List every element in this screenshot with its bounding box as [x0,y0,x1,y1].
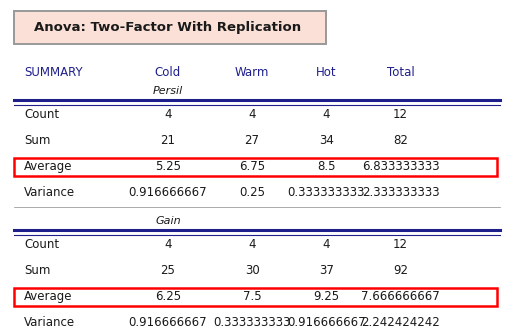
Text: 0.333333333: 0.333333333 [213,316,290,329]
Text: Average: Average [24,290,73,303]
Text: 0.916666667: 0.916666667 [286,316,365,329]
Text: 4: 4 [248,108,256,121]
Text: 30: 30 [244,264,259,277]
Text: 0.25: 0.25 [239,186,265,199]
Text: Total: Total [386,66,414,79]
Text: 4: 4 [164,108,171,121]
Text: 4: 4 [164,238,171,251]
Text: Hot: Hot [316,66,336,79]
Text: 8.5: 8.5 [317,160,335,173]
Text: 4: 4 [248,238,256,251]
Text: Count: Count [24,238,59,251]
Text: 92: 92 [392,264,408,277]
FancyBboxPatch shape [14,11,326,44]
Text: Average: Average [24,160,73,173]
Text: Persil: Persil [153,86,183,96]
Text: Sum: Sum [24,264,50,277]
Text: 6.833333333: 6.833333333 [361,160,438,173]
Text: 2.242424242: 2.242424242 [361,316,439,329]
Text: 2.333333333: 2.333333333 [361,186,438,199]
Text: Gain: Gain [155,216,180,226]
Text: 0.916666667: 0.916666667 [128,186,207,199]
Text: 0.333333333: 0.333333333 [287,186,365,199]
Text: 0.916666667: 0.916666667 [128,316,207,329]
Text: Anova: Two-Factor With Replication: Anova: Two-Factor With Replication [34,21,301,34]
Text: 21: 21 [160,134,175,147]
Text: 4: 4 [322,238,329,251]
Text: 5.25: 5.25 [155,160,181,173]
Text: Variance: Variance [24,186,75,199]
Text: 82: 82 [392,134,407,147]
Text: 7.666666667: 7.666666667 [361,290,439,303]
Text: 7.5: 7.5 [242,290,261,303]
Text: Sum: Sum [24,134,50,147]
Text: Variance: Variance [24,316,75,329]
Text: Cold: Cold [155,66,181,79]
Text: 9.25: 9.25 [313,290,339,303]
Text: SUMMARY: SUMMARY [24,66,83,79]
Text: 12: 12 [392,108,408,121]
Text: 6.75: 6.75 [238,160,265,173]
Text: 6.25: 6.25 [155,290,181,303]
Text: 27: 27 [244,134,259,147]
Text: 34: 34 [318,134,333,147]
Text: 25: 25 [160,264,175,277]
Text: 4: 4 [322,108,329,121]
Text: 37: 37 [318,264,333,277]
Text: Warm: Warm [234,66,269,79]
Text: Count: Count [24,108,59,121]
Text: 12: 12 [392,238,408,251]
